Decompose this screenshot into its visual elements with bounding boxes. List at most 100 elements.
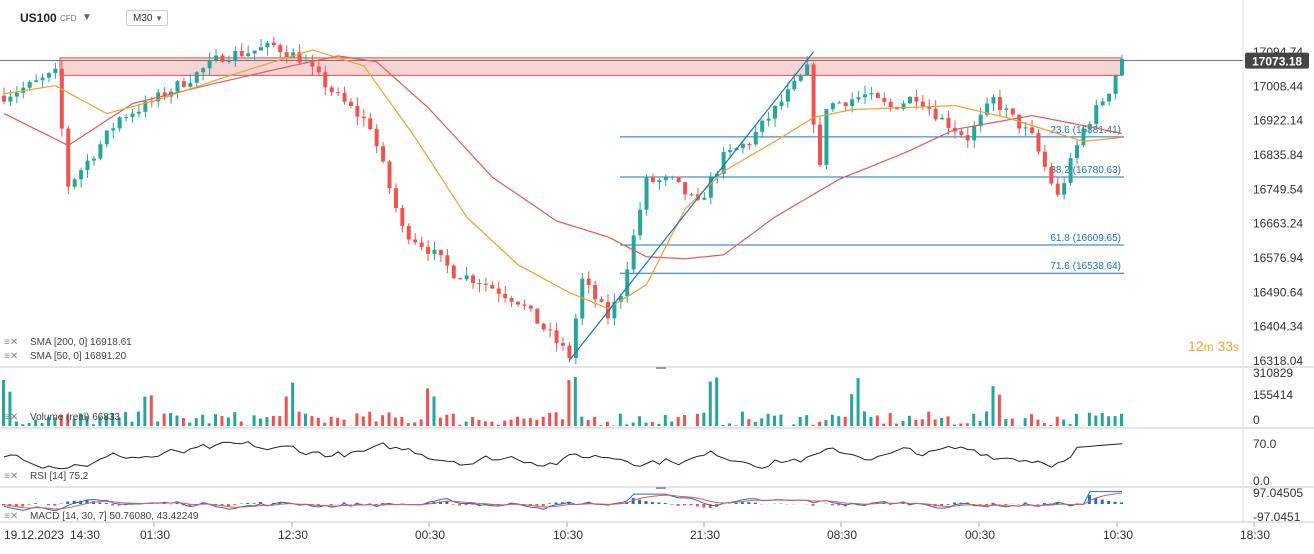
volume-bar	[728, 423, 731, 426]
volume-bar	[375, 422, 378, 426]
candle-body	[690, 194, 694, 195]
macd-histogram-bar	[452, 504, 455, 505]
macd-histogram-bar	[812, 504, 815, 506]
sma200-legend: SMA [200, 0] 16918.61	[30, 337, 132, 348]
candle-body	[914, 97, 918, 102]
macd-histogram-bar	[47, 504, 50, 505]
candle-body	[503, 294, 507, 298]
candle-body	[92, 159, 96, 161]
candle-body	[227, 61, 231, 62]
volume-bar	[966, 423, 969, 426]
rsi-legend-icon: ≡✕	[4, 471, 18, 482]
volume-bar	[940, 418, 943, 426]
candle-body	[394, 188, 398, 208]
candle-body	[175, 81, 179, 92]
candle-body	[625, 269, 629, 296]
volume-bar	[921, 419, 924, 426]
volume-bar	[927, 412, 930, 426]
candle-body	[362, 117, 366, 119]
candle-body	[323, 72, 327, 87]
candle-body	[220, 55, 224, 61]
candle-body	[850, 99, 854, 106]
volume-bar	[1114, 416, 1117, 426]
volume-bar	[709, 381, 712, 426]
candle-body	[8, 97, 12, 102]
volume-bar	[985, 412, 988, 426]
volume-bar	[426, 388, 429, 426]
candle-body	[497, 289, 501, 294]
candle-body	[516, 302, 520, 305]
fib-label-3: 71.6 (16538.64)	[1050, 261, 1121, 272]
volume-bar	[272, 416, 275, 426]
volume-bar	[265, 417, 268, 426]
candle-body	[889, 102, 893, 107]
macd-histogram-bar	[548, 503, 551, 504]
volume-tick-label: 155414	[1253, 388, 1293, 402]
panel-resize-handle	[656, 367, 666, 369]
time-tick-label: 00:30	[415, 528, 445, 542]
timeframe-selector[interactable]: M30 ▼	[126, 10, 168, 26]
volume-bar	[670, 422, 673, 426]
volume-bar	[625, 424, 628, 426]
candle-body	[73, 179, 77, 186]
candle-body	[278, 45, 282, 52]
macd-histogram-bar	[233, 504, 236, 505]
candle-body	[510, 298, 514, 302]
candle-body	[477, 283, 481, 284]
volume-bar	[407, 423, 410, 426]
time-tick-label: 14:30	[70, 528, 100, 542]
macd-histogram-bar	[28, 504, 31, 505]
symbol-name[interactable]: US100	[20, 8, 57, 28]
volume-bar	[41, 423, 44, 426]
candle-body	[388, 162, 392, 189]
candle-body	[214, 55, 218, 60]
candle-body	[702, 198, 706, 200]
volume-bar	[561, 419, 564, 426]
candle-body	[651, 177, 655, 182]
volume-bar	[677, 417, 680, 426]
macd-histogram-bar	[696, 504, 699, 506]
volume-bar	[844, 417, 847, 426]
candle-body	[28, 82, 32, 88]
candle-body	[41, 78, 45, 81]
volume-bar	[169, 413, 172, 426]
volume-bar	[201, 415, 204, 426]
candle-body	[818, 125, 822, 165]
candle-body	[1062, 183, 1066, 195]
volume-bar	[175, 415, 178, 426]
volume-bar	[1011, 419, 1014, 426]
volume-bar	[156, 422, 159, 426]
volume-bar	[812, 425, 815, 426]
volume-bar	[799, 417, 802, 426]
macd-histogram-bar	[535, 504, 538, 506]
chevron-down-icon[interactable]: ▼	[82, 8, 92, 28]
macd-histogram-bar	[690, 504, 693, 505]
candle-body	[548, 329, 552, 330]
macd-histogram-bar	[330, 504, 333, 505]
sma50-legend-icon: ≡✕	[4, 351, 18, 362]
macd-histogram-bar	[53, 504, 56, 506]
candle-body	[343, 93, 347, 102]
volume-bar	[92, 424, 95, 426]
volume-bar	[991, 386, 994, 426]
macd-histogram-bar	[246, 503, 249, 504]
volume-bar	[722, 425, 725, 426]
candle-body	[484, 284, 488, 285]
macd-histogram-bar	[458, 504, 461, 506]
macd-histogram-bar	[465, 504, 468, 505]
time-tick-label: 10:30	[1103, 528, 1133, 542]
price-tick-label: 16835.84	[1253, 148, 1303, 162]
volume-bar	[657, 424, 660, 426]
volume-bar	[696, 414, 699, 426]
macd-histogram-bar	[1088, 495, 1091, 504]
macd-histogram-bar	[34, 503, 37, 504]
volume-bar	[1075, 414, 1078, 426]
candle-body	[1024, 127, 1028, 128]
candle-body	[779, 102, 783, 106]
candle-body	[201, 68, 205, 72]
candle-body	[824, 109, 828, 165]
chevron-down-icon: ▼	[155, 11, 163, 27]
volume-bar	[516, 417, 519, 426]
